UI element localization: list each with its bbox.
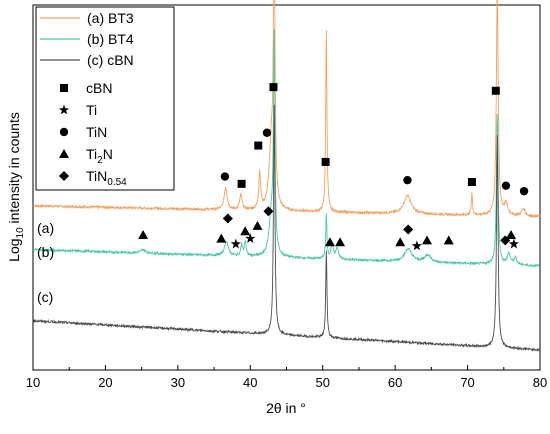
square-marker-cbn-3 bbox=[254, 141, 263, 150]
triangle-marker-ti2n-3 bbox=[240, 226, 251, 236]
y-axis-label-rest: intensity in counts bbox=[6, 112, 22, 227]
circle-marker-tin-2 bbox=[262, 128, 272, 137]
square-marker-cbn-6 bbox=[491, 86, 500, 95]
legend-line-label: (c) cBN bbox=[87, 52, 134, 68]
series-line-3 bbox=[32, 104, 541, 353]
y-axis-label: Log10 intensity in counts bbox=[6, 112, 26, 262]
x-tick-label: 60 bbox=[388, 375, 402, 390]
triangle-marker-ti2n-10 bbox=[506, 229, 517, 239]
star-marker-ti-3 bbox=[411, 240, 423, 251]
series-line-2 bbox=[32, 29, 541, 268]
square-marker-cbn-1 bbox=[269, 83, 278, 92]
circle-marker-tin-5 bbox=[519, 186, 529, 196]
x-axis-ticks: 10 20 30 40 50 60 70 80 bbox=[26, 365, 547, 390]
x-tick-label: 40 bbox=[243, 375, 257, 390]
diamond-marker-tin054-1 bbox=[222, 213, 233, 224]
x-tick-label: 70 bbox=[460, 375, 474, 390]
legend-marker-label: cBN bbox=[86, 80, 112, 96]
curve-tag-3: (c) bbox=[37, 289, 53, 305]
curve-tag-2: (b) bbox=[37, 244, 54, 260]
square-marker-cbn-5 bbox=[467, 178, 476, 187]
triangle-marker-ti2n-2 bbox=[216, 233, 227, 243]
series-curves bbox=[32, 0, 541, 353]
legend-marker-label: Ti bbox=[86, 102, 97, 118]
x-tick-label: 20 bbox=[98, 375, 112, 390]
legend-marker-label: TiN bbox=[86, 124, 107, 140]
y-axis-label-main: Log bbox=[6, 238, 22, 261]
star-marker-ti-1 bbox=[230, 238, 241, 249]
square-marker-cbn-2 bbox=[321, 157, 330, 166]
circle-marker-tin-1 bbox=[220, 172, 230, 181]
legend-marker-label: TiN0.54 bbox=[86, 168, 127, 188]
legend-square-icon bbox=[60, 84, 68, 92]
legend-box bbox=[35, 6, 175, 191]
legend-star-icon bbox=[58, 104, 70, 115]
x-tick-label: 50 bbox=[315, 375, 329, 390]
x-tick-label: 30 bbox=[171, 375, 185, 390]
legend-circle-icon bbox=[59, 127, 69, 137]
triangle-marker-ti2n-7 bbox=[395, 237, 406, 247]
triangle-marker-ti2n-4 bbox=[252, 220, 263, 230]
legend-line-label: (b) BT4 bbox=[87, 31, 134, 47]
star-marker-ti-2 bbox=[245, 233, 256, 243]
circle-marker-tin-4 bbox=[501, 181, 511, 190]
square-marker-cbn-4 bbox=[237, 179, 246, 188]
star-marker-ti-4 bbox=[508, 238, 520, 249]
x-axis-label: 2θ in ° bbox=[266, 400, 306, 416]
series-line-1 bbox=[32, 0, 541, 218]
legend-line-label: (a) BT3 bbox=[87, 10, 134, 26]
triangle-marker-ti2n-9 bbox=[443, 235, 454, 245]
triangle-marker-ti2n-5 bbox=[324, 237, 335, 247]
diamond-marker-tin054-3 bbox=[403, 224, 414, 235]
y-axis-label-subscript: 10 bbox=[15, 227, 26, 239]
circle-marker-tin-3 bbox=[403, 176, 412, 185]
x-tick-label: 10 bbox=[26, 375, 40, 390]
triangle-marker-ti2n-1 bbox=[138, 229, 149, 239]
legend-marker-label: Ti2N bbox=[86, 146, 113, 166]
curve-tags: (a) (b) (c) bbox=[37, 220, 54, 305]
triangle-marker-ti2n-6 bbox=[335, 237, 346, 247]
diamond-marker-tin054-4 bbox=[500, 235, 511, 246]
triangle-marker-ti2n-8 bbox=[422, 235, 433, 245]
curve-tag-1: (a) bbox=[37, 220, 54, 236]
legend-triangle-icon bbox=[59, 149, 69, 158]
phase-markers bbox=[138, 83, 529, 251]
x-tick-label: 80 bbox=[533, 375, 547, 390]
diamond-marker-tin054-2 bbox=[263, 206, 274, 217]
legend-diamond-icon bbox=[59, 171, 69, 181]
